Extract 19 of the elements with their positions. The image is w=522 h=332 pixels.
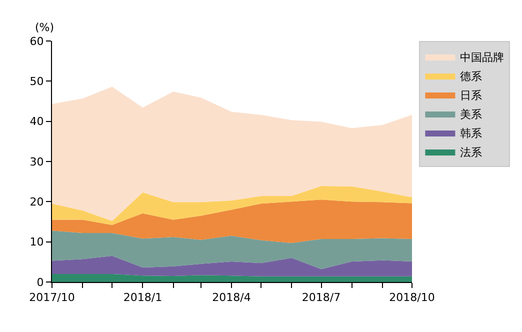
legend-label: 德系 <box>460 70 482 83</box>
y-tick-label: 20 <box>30 196 44 209</box>
y-axis-title: (%) <box>35 21 54 34</box>
y-tick-label: 0 <box>36 276 44 289</box>
y-tick-label: 40 <box>30 115 44 128</box>
x-tick-label: 2018/4 <box>212 291 251 304</box>
x-tick-label: 2018/1 <box>123 291 162 304</box>
x-tick-label: 2018/10 <box>389 291 435 304</box>
legend-label: 韩系 <box>460 126 482 140</box>
legend-label: 法系 <box>460 146 482 159</box>
y-tick-label: 30 <box>30 155 44 168</box>
y-tick-label: 60 <box>30 34 44 48</box>
y-tick-label: 50 <box>30 75 44 88</box>
legend-label: 日系 <box>460 88 482 102</box>
legend-label: 中国品牌 <box>460 50 504 64</box>
x-tick-label: 2017/10 <box>29 291 75 304</box>
x-tick-label: 2018/7 <box>302 291 341 304</box>
legend-label: 美系 <box>460 108 482 121</box>
y-tick-label: 10 <box>30 236 44 249</box>
